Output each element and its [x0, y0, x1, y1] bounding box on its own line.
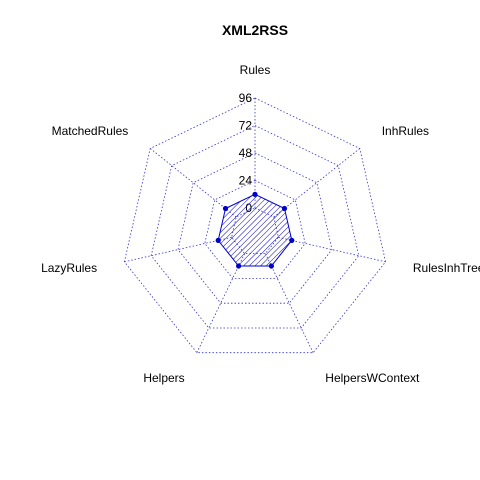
radar-tick-label: 48: [239, 146, 253, 160]
radar-data-point: [282, 206, 287, 211]
radar-axis-label: RulesInhTrees: [413, 261, 480, 275]
radar-series: [216, 192, 295, 269]
radar-data-point: [216, 238, 221, 243]
radar-data-point: [269, 263, 274, 268]
radar-axis-label: MatchedRules: [52, 124, 129, 138]
radar-series-area: [218, 194, 292, 266]
radar-axis-label: Rules: [240, 63, 271, 77]
radar-axis-label: InhRules: [382, 124, 429, 138]
radar-axis-label: HelpersWContext: [325, 371, 420, 385]
radar-data-point: [223, 206, 228, 211]
radar-data-point: [289, 238, 294, 243]
chart-title: XML2RSS: [222, 22, 288, 38]
radar-spoke: [124, 237, 231, 261]
radar-axis-label: LazyRules: [41, 261, 97, 275]
radar-tick-label: 96: [239, 91, 253, 105]
radar-spoke: [150, 148, 236, 217]
radar-axis-label: Helpers: [143, 371, 184, 385]
radar-spoke: [265, 254, 313, 353]
radar-data-point: [252, 192, 257, 197]
radar-spoke: [274, 148, 360, 217]
radar-data-point: [236, 263, 241, 268]
radar-tick-label: 72: [239, 119, 253, 133]
radar-tick-label: 24: [239, 174, 253, 188]
